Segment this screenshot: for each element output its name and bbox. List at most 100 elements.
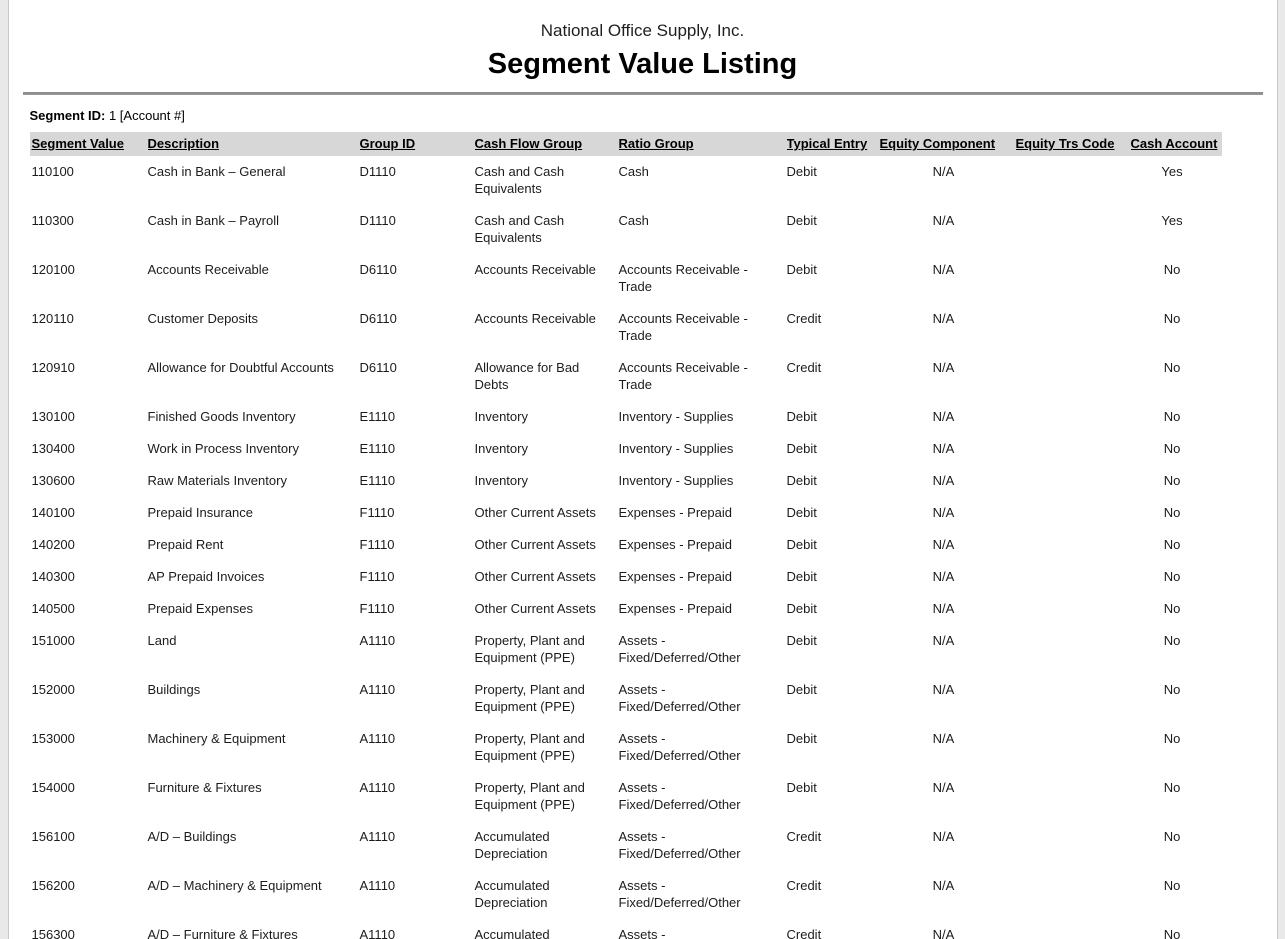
table-cell: No xyxy=(1163,829,1181,844)
table-cell: N/A xyxy=(932,829,955,844)
table-cell: N/A xyxy=(932,409,955,424)
table-cell xyxy=(1016,772,1131,821)
table-cell: Assets - Fixed/Deferred/Other xyxy=(618,927,666,939)
column-header-group-id: Group ID xyxy=(359,132,475,156)
table-cell: Debit xyxy=(786,409,817,424)
column-header-equity-trs-code: Equity Trs Code xyxy=(1015,132,1131,156)
table-cell xyxy=(1016,561,1131,593)
table-cell: Other Current Assets xyxy=(474,601,596,616)
table-cell: 130600 xyxy=(31,473,75,488)
table-row: 153000 Machinery & Equipment A1110 Property… xyxy=(30,723,1222,772)
table-cell xyxy=(1016,303,1131,352)
table-cell: Accounts Receivable - Trade xyxy=(618,262,748,294)
table-cell: Prepaid Insurance xyxy=(147,505,254,520)
table-cell xyxy=(1016,205,1131,254)
table-cell: Cash in Bank – General xyxy=(147,164,286,179)
table-cell: Other Current Assets xyxy=(474,569,596,584)
table-cell: Debit xyxy=(786,601,817,616)
table-cell: Assets - Fixed/Deferred/Other xyxy=(618,731,741,763)
table-cell xyxy=(1016,401,1131,433)
table-cell: Finished Goods Inventory xyxy=(147,409,296,424)
table-cell: Expenses - Prepaid xyxy=(618,537,732,552)
table-cell: No xyxy=(1163,441,1181,456)
table-cell xyxy=(1016,352,1131,401)
table-cell: N/A xyxy=(932,601,955,616)
table-cell: A/D – Machinery & Equipment xyxy=(147,878,322,893)
table-cell: 110100 xyxy=(31,164,74,179)
table-cell: Furniture & Fixtures xyxy=(147,780,262,795)
table-cell: F1110 xyxy=(359,537,395,552)
table-cell: Cash xyxy=(618,164,649,179)
table-cell: Accounts Receivable xyxy=(474,262,596,277)
table-row: 156200 A/D – Machinery & Equipment A1110 Ac… xyxy=(30,870,1222,919)
table-cell: Debit xyxy=(786,537,817,552)
table-cell: Inventory xyxy=(474,473,528,488)
table-cell: 110300 xyxy=(31,213,74,228)
table-cell: Buildings xyxy=(147,682,201,697)
table-cell: A/D – Buildings xyxy=(147,829,237,844)
table-cell: Accounts Receivable xyxy=(147,262,269,277)
table-cell: Debit xyxy=(786,213,817,228)
table-cell: Inventory - Supplies xyxy=(618,409,734,424)
table-cell: Yes xyxy=(1161,213,1183,228)
table-cell: Debit xyxy=(786,731,817,746)
table-cell: N/A xyxy=(932,569,955,584)
table-cell: 130100 xyxy=(31,409,75,424)
column-header-cash-flow-group: Cash Flow Group xyxy=(474,132,619,156)
table-cell xyxy=(1016,919,1131,939)
table-cell: Assets - Fixed/Deferred/Other xyxy=(618,878,741,910)
table-cell: N/A xyxy=(932,213,955,228)
table-cell: N/A xyxy=(932,311,955,326)
table-cell xyxy=(1016,821,1131,870)
table-cell: No xyxy=(1163,633,1181,648)
table-cell: No xyxy=(1163,731,1181,746)
table-cell: N/A xyxy=(932,633,955,648)
table-cell: Debit xyxy=(786,441,817,456)
table-cell: E1110 xyxy=(359,473,396,488)
table-cell xyxy=(1016,593,1131,625)
table-cell xyxy=(1016,870,1131,919)
column-header-cash-account: Cash Account xyxy=(1130,132,1222,156)
table-cell: 130400 xyxy=(31,441,75,456)
table-row: 151000 Land A1110 Property, Plant and Equip… xyxy=(30,625,1222,674)
table-cell: Property, Plant and Equipment (PPE) xyxy=(474,780,585,812)
table-cell: 151000 xyxy=(31,633,75,648)
table-row: 110100 Cash in Bank – General D1110 Cash an… xyxy=(30,156,1222,205)
table-cell: N/A xyxy=(932,441,955,456)
table-row: 120910 Allowance for Doubtful Accounts D61… xyxy=(30,352,1222,401)
table-row: 154000 Furniture & Fixtures A1110 Property,… xyxy=(30,772,1222,821)
table-cell: A1110 xyxy=(359,731,396,746)
table-cell: N/A xyxy=(932,537,955,552)
table-cell: N/A xyxy=(932,473,955,488)
table-cell xyxy=(1016,254,1131,303)
table-row: 156100 A/D – Buildings A1110 Accumulated De… xyxy=(30,821,1222,870)
header-divider xyxy=(22,92,1263,95)
table-cell: F1110 xyxy=(359,601,395,616)
table-cell: Other Current Assets xyxy=(474,505,596,520)
table-cell: Debit xyxy=(786,505,817,520)
table-cell: F1110 xyxy=(359,569,395,584)
table-cell: Debit xyxy=(786,569,817,584)
table-row: 140100 Prepaid Insurance F1110 Other Curren… xyxy=(30,497,1222,529)
table-cell: Work in Process Inventory xyxy=(147,441,299,456)
table-cell: Machinery & Equipment xyxy=(147,731,286,746)
table-cell: Accounts Receivable xyxy=(474,311,596,326)
table-cell: E1110 xyxy=(359,409,396,424)
segment-id-line: Segment ID: 1 [Account #] xyxy=(30,108,1277,123)
table-cell: N/A xyxy=(932,780,955,795)
table-cell: Property, Plant and Equipment (PPE) xyxy=(474,633,585,665)
table-row: 120100 Accounts Receivable D6110 Accounts R… xyxy=(30,254,1222,303)
table-cell: No xyxy=(1163,505,1181,520)
table-cell: Assets - Fixed/Deferred/Other xyxy=(618,633,741,665)
table-cell: D6110 xyxy=(359,262,397,277)
table-row: 130100 Finished Goods Inventory E1110 Inven… xyxy=(30,401,1222,433)
column-header-equity-component: Equity Component xyxy=(879,132,1016,156)
segment-value-table: Segment Value Description Group ID Cash … xyxy=(29,132,1222,939)
table-cell: N/A xyxy=(932,682,955,697)
table-cell: Property, Plant and Equipment (PPE) xyxy=(474,682,585,714)
table-cell: D6110 xyxy=(359,311,397,326)
table-cell: Inventory xyxy=(474,409,528,424)
table-cell: Accumulated Depreciation xyxy=(474,927,550,939)
table-cell: Raw Materials Inventory xyxy=(147,473,287,488)
column-header-ratio-group: Ratio Group xyxy=(618,132,787,156)
